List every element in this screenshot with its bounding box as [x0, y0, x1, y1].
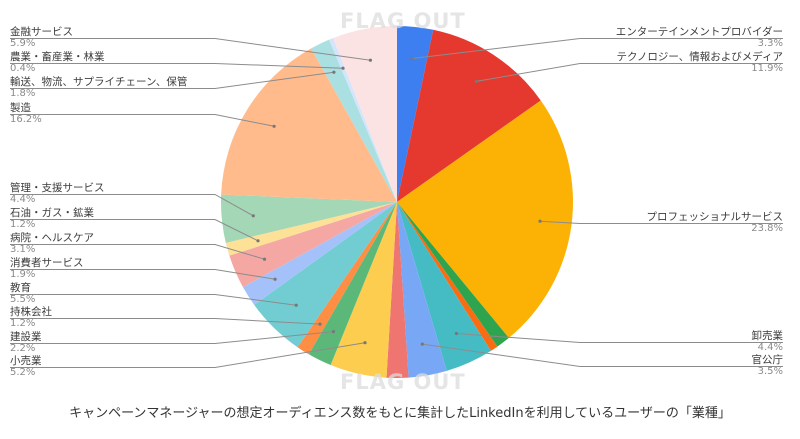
slice-label-percent: 3.5% [757, 366, 783, 377]
slice-label: 管理・支援サービス 4.4% [10, 182, 105, 205]
pie-slice [397, 26, 434, 202]
slice-label-percent: 1.9% [10, 269, 36, 280]
slice-label-percent: 5.2% [10, 367, 36, 378]
pie-slice [221, 194, 397, 243]
slice-label: 石油・ガス・鉱業 1.2% [10, 207, 94, 230]
pie-slice [397, 202, 447, 378]
slice-label: 卸売業 4.4% [752, 330, 784, 353]
slice-label-percent: 23.8% [751, 223, 783, 234]
chart-caption: キャンペーンマネージャーの想定オーディエンス数をもとに集計したLinkedInを… [69, 406, 731, 421]
slice-label-percent: 16.2% [10, 114, 42, 125]
slice-label-name: 小売業 [10, 355, 42, 367]
slice-label-name: 病院・ヘルスケア [10, 232, 94, 244]
slice-label-percent: 2.2% [10, 343, 36, 354]
slice-label-name: エンターテインメントプロバイダー [615, 26, 783, 38]
slice-label: 建設業 2.2% [10, 331, 42, 354]
pie-slice [229, 202, 397, 288]
slice-label: 持株会社 1.2% [10, 306, 52, 329]
slice-label: 製造 16.2% [10, 102, 42, 125]
slice-label-name: 石油・ガス・鉱業 [10, 207, 94, 219]
pie-slice [329, 37, 397, 203]
slice-label-name: 教育 [10, 282, 31, 294]
slice-label-name: 農業・畜産業・林業 [10, 51, 105, 63]
pie-slice [333, 26, 397, 202]
pie-slice [397, 29, 541, 203]
slice-label-name: 輸送、物流、サプライチェーン、保管 [10, 76, 188, 88]
pie-slice [330, 202, 397, 378]
slice-label-name: 建設業 [10, 331, 42, 343]
slice-label: 官公庁 3.5% [752, 354, 784, 377]
pie-slice [254, 202, 397, 348]
slice-label-name: 製造 [10, 102, 31, 114]
slice-label-percent: 1.2% [10, 219, 36, 230]
pie-slice [397, 202, 509, 347]
slice-label-percent: 5.9% [10, 38, 36, 49]
pie-slice [386, 202, 409, 379]
slice-label-name: プロフェッショナルサービス [646, 211, 784, 223]
slice-label: 金融サービス 5.9% [10, 26, 73, 49]
slice-label-percent: 4.4% [10, 194, 36, 205]
pie-slices [221, 26, 574, 379]
pie-slice [397, 202, 491, 371]
watermark-top: FLAG OUT [340, 9, 466, 33]
pie-slice [397, 202, 498, 351]
slice-label-percent: 5.5% [10, 294, 36, 305]
pie-slice [225, 202, 397, 256]
pie-slice [242, 202, 397, 305]
slice-label: 小売業 5.2% [10, 355, 42, 378]
watermark-bottom: FLAG OUT [340, 370, 466, 394]
slice-label: エンターテインメントプロバイダー 3.3% [616, 26, 783, 49]
slice-label-name: テクノロジー、情報およびメディア [616, 51, 783, 63]
slice-label: 農業・畜産業・林業 0.4% [10, 51, 105, 74]
pie-slice [297, 202, 397, 355]
slice-label-percent: 1.2% [10, 318, 36, 329]
slice-label: プロフェッショナルサービス 23.8% [647, 211, 784, 234]
slice-label: 病院・ヘルスケア 3.1% [10, 232, 94, 255]
leader-lines [10, 38, 783, 368]
slice-label-percent: 11.9% [751, 63, 783, 74]
slice-label: 消費者サービス 1.9% [10, 257, 84, 280]
slice-label: テクノロジー、情報およびメディア 11.9% [616, 51, 783, 74]
pie-slice [221, 48, 397, 202]
slice-label-name: 官公庁 [751, 354, 784, 366]
slice-label-name: 消費者サービス [10, 257, 84, 269]
slice-label: 輸送、物流、サプライチェーン、保管 1.8% [10, 76, 187, 99]
slice-label-percent: 4.4% [757, 342, 783, 353]
slice-label-name: 持株会社 [10, 306, 52, 318]
pie-slice [311, 39, 397, 202]
slice-label: 教育 5.5% [10, 282, 35, 305]
pie-slice [308, 202, 397, 365]
pie-slice [397, 100, 574, 338]
slice-label-name: 金融サービス [10, 26, 73, 38]
slice-label-percent: 3.3% [757, 38, 783, 49]
slice-label-percent: 3.1% [10, 244, 36, 255]
slice-label-name: 管理・支援サービス [10, 182, 105, 194]
slice-label-name: 卸売業 [751, 330, 784, 342]
slice-label-percent: 0.4% [10, 63, 36, 74]
slice-label-percent: 1.8% [10, 88, 36, 99]
